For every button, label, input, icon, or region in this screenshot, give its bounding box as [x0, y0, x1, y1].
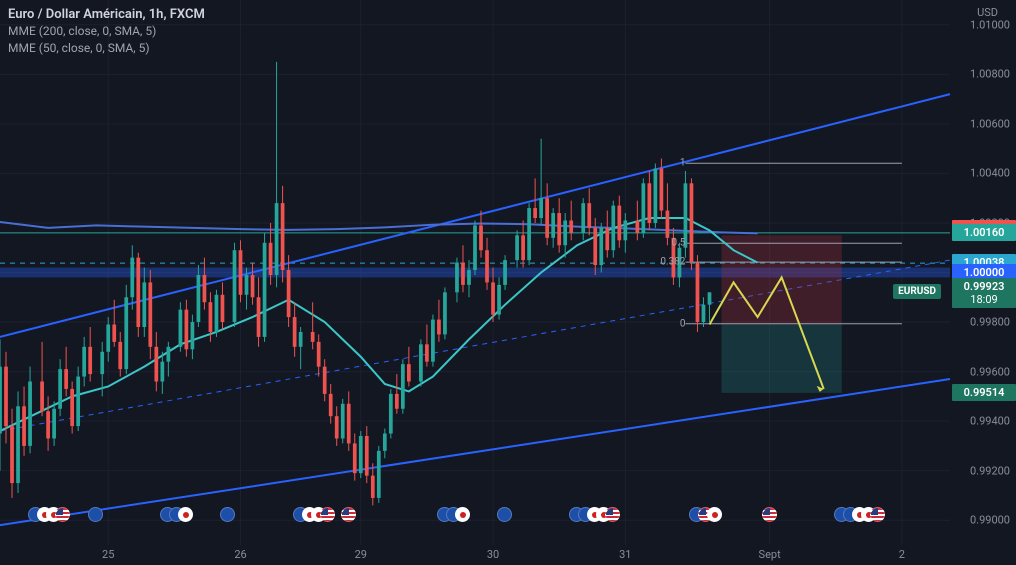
- x-tick: Sept: [759, 548, 781, 561]
- fib-label: 0.5: [672, 238, 686, 249]
- y-tick: 0.99400: [970, 415, 1010, 428]
- y-tick: 1.01000: [970, 18, 1010, 31]
- event-flag-us[interactable]: [320, 507, 335, 522]
- y-tick: 0.99200: [970, 464, 1010, 477]
- x-tick: 30: [487, 548, 499, 561]
- chart-header: Euro / Dollar Américain, 1h, FXCM MME (2…: [8, 6, 205, 57]
- y-tick: 1.00800: [970, 68, 1010, 81]
- y-tick: 0.99000: [970, 514, 1010, 527]
- price-badge[interactable]: 0.99514: [952, 384, 1016, 401]
- y-tick: 0.99600: [970, 365, 1010, 378]
- event-flag-us[interactable]: [870, 507, 885, 522]
- indicator-1[interactable]: MME (200, close, 0, SMA, 5): [8, 23, 205, 40]
- price-chart[interactable]: [0, 0, 1016, 565]
- symbol-badge[interactable]: EURUSD: [893, 284, 941, 299]
- event-flag-eu[interactable]: [497, 507, 512, 522]
- x-tick: 26: [234, 548, 246, 561]
- x-tick: 2: [899, 548, 905, 561]
- indicator-2[interactable]: MME (50, close, 0, SMA, 5): [8, 40, 205, 57]
- x-tick: 25: [102, 548, 114, 561]
- fib-label: 0.382: [660, 257, 685, 268]
- event-flag-us[interactable]: [762, 507, 777, 522]
- x-tick: 31: [619, 548, 631, 561]
- y-tick: 1.00400: [970, 167, 1010, 180]
- event-flag-us[interactable]: [341, 507, 356, 522]
- x-tick: 29: [355, 548, 367, 561]
- price-badge[interactable]: 0.9992318:09: [952, 278, 1016, 308]
- symbol-title[interactable]: Euro / Dollar Américain, 1h, FXCM: [8, 6, 205, 23]
- y-tick: 1.00600: [970, 117, 1010, 130]
- fib-label: 1: [680, 158, 686, 169]
- event-flag-us[interactable]: [55, 507, 70, 522]
- price-badge[interactable]: 1.00160: [952, 224, 1016, 241]
- event-flag-jp[interactable]: [455, 507, 470, 522]
- fib-label: 0: [680, 318, 686, 329]
- y-tick: 0.99800: [970, 316, 1010, 329]
- axis-currency: USD: [977, 6, 998, 19]
